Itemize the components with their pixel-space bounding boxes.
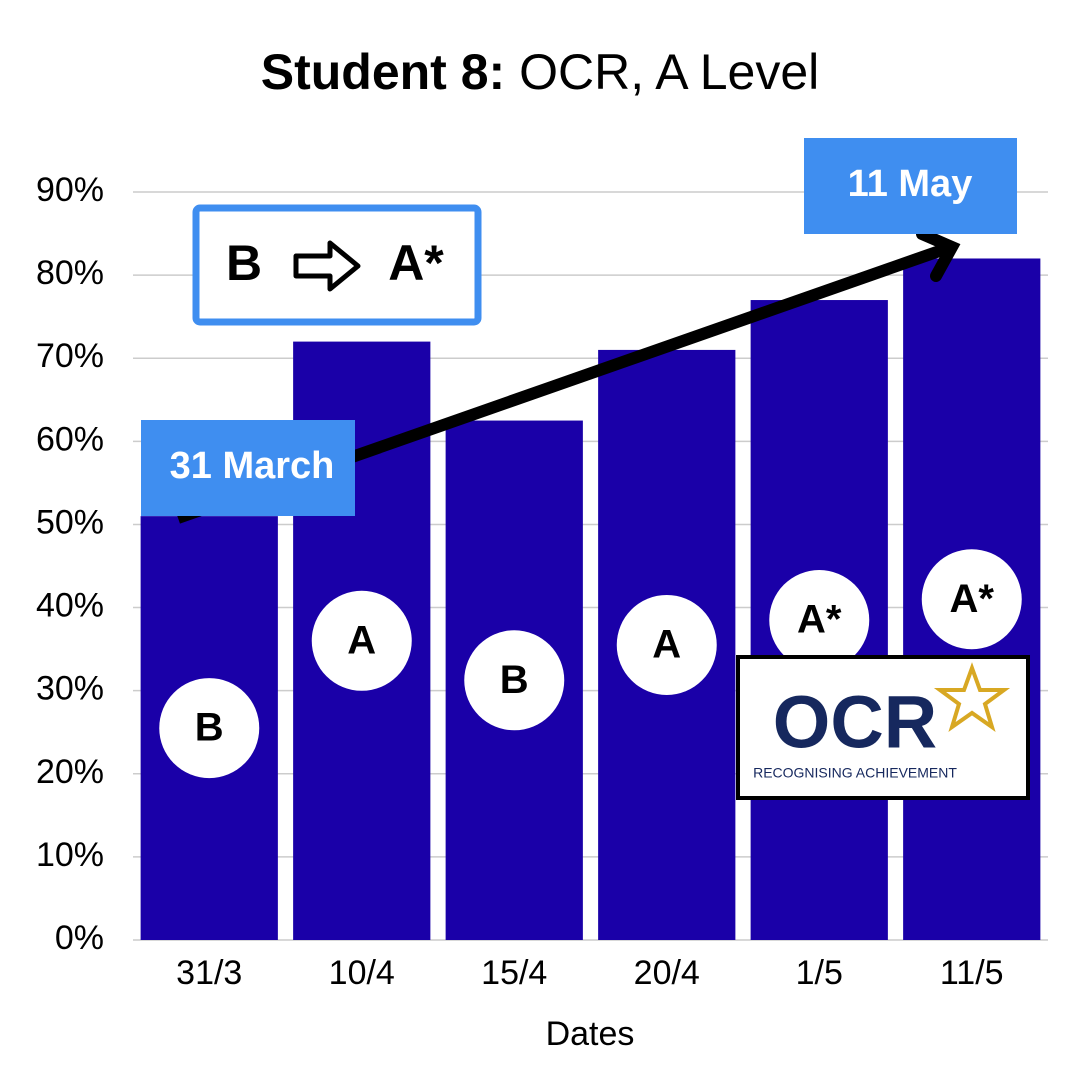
bars: B A B A A* A* xyxy=(140,258,1041,941)
grade-badge xyxy=(159,678,260,779)
grade-arrow xyxy=(293,240,361,292)
logo-box xyxy=(736,655,1030,800)
logo-name: OCR xyxy=(773,681,937,764)
y-tick-label: 20% xyxy=(36,753,104,791)
y-tick-label: 10% xyxy=(36,836,104,874)
y-tick-label: 80% xyxy=(36,254,104,292)
x-tick-label: 20/4 xyxy=(634,954,700,992)
y-tick-label: 60% xyxy=(36,420,104,458)
x-tick-label: 31/3 xyxy=(176,954,242,992)
to-grade: A* xyxy=(388,235,444,291)
x-axis-label: Dates xyxy=(546,1015,635,1053)
x-tick-label: 11/5 xyxy=(940,954,1004,992)
title-regular: OCR, A Level xyxy=(519,44,819,100)
grade-badge xyxy=(616,594,717,695)
end-label: 11 May xyxy=(848,163,973,205)
end-label-box xyxy=(804,138,1017,234)
grade-label: B xyxy=(195,706,224,750)
x-tick-label: 1/5 xyxy=(796,954,843,992)
y-tick-label: 90% xyxy=(36,171,104,209)
grade-label: A xyxy=(652,623,681,667)
x-tick-label: 15/4 xyxy=(481,954,547,992)
chart-title: Student 8: OCR, A Level xyxy=(261,44,820,100)
grade-label: A* xyxy=(950,577,995,621)
from-grade: B xyxy=(226,235,262,291)
grade-label: A xyxy=(347,618,376,662)
grade-badge xyxy=(921,549,1022,650)
x-tick-label: 10/4 xyxy=(329,954,395,992)
title-bold: Student 8: xyxy=(261,44,505,100)
y-tick-label: 70% xyxy=(36,337,104,375)
y-tick-label: 40% xyxy=(36,587,104,625)
start-label-box xyxy=(141,420,355,516)
start-label: 31 March xyxy=(170,445,335,487)
logo-star xyxy=(933,662,1011,732)
grade-badge xyxy=(769,570,870,671)
grid: 0% 10% 20% 30% 40% 50% 60% 70% 80% 90% 31/3 10/4 15/… xyxy=(36,171,1048,992)
trend-arrow-head xyxy=(916,228,961,282)
grade-label: B xyxy=(500,658,529,702)
logo-tagline: RECOGNISING ACHIEVEMENT xyxy=(753,765,957,781)
grade-badge xyxy=(464,630,565,731)
grade-badge xyxy=(311,590,412,691)
y-tick-label: 30% xyxy=(36,670,104,708)
y-tick-label: 0% xyxy=(55,919,104,957)
y-tick-label: 50% xyxy=(36,503,104,541)
grade-label: A* xyxy=(797,598,842,642)
